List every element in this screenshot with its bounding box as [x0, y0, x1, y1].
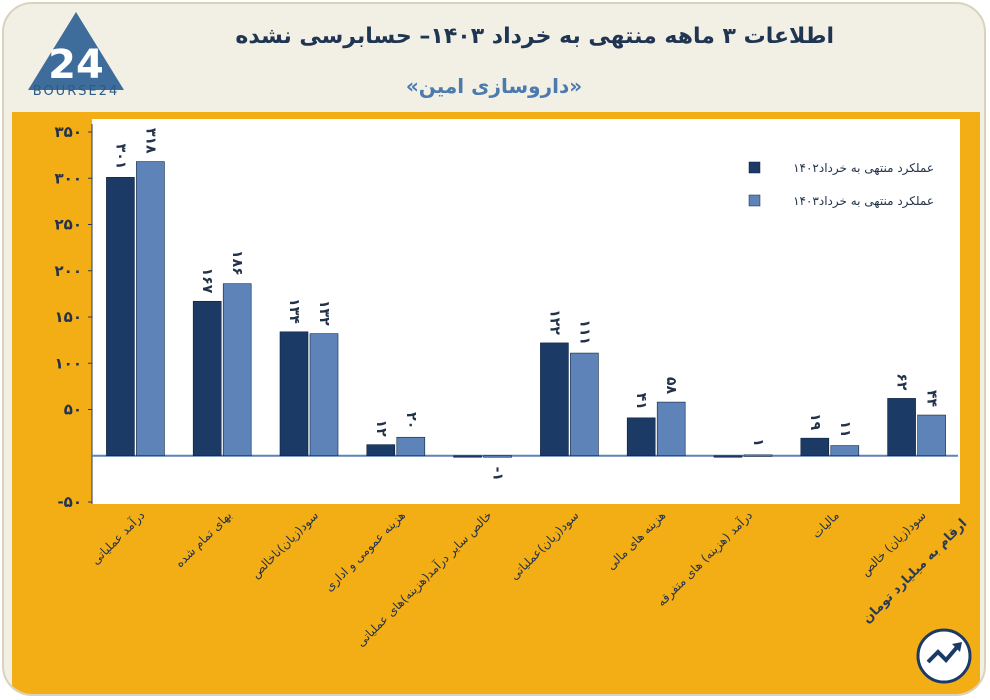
data-label: ۱۱۱	[576, 319, 592, 345]
x-tick-label: سود(زیان)عملیاتی	[507, 508, 582, 583]
data-label: ۱۲	[373, 420, 389, 438]
bar	[453, 455, 482, 458]
bar-chart: -۵۰ ۵۰ ۱۰۰ ۱۵۰ ۲۰۰ ۲۵۰ ۳۰۰ ۳۵۰ ۳۰۱ ۳۱۸ درآمد عملیا…	[55, 119, 960, 651]
bar	[917, 414, 946, 457]
chart-subtitle: «داروسازی امین»	[405, 74, 583, 98]
data-label: ۱۹	[807, 413, 823, 431]
legend-label: عملکرد منتهی به خرداد۱۴۰۳	[793, 194, 934, 209]
bar	[396, 436, 426, 457]
y-tick-label: ۱۰۰	[55, 354, 82, 372]
bar	[483, 455, 512, 458]
plot-area	[92, 119, 960, 504]
legend-swatch	[748, 194, 761, 207]
x-tick-label: هزینه های مالی	[604, 508, 669, 573]
data-label: ۳۱۸	[142, 128, 158, 154]
x-tick-label: درآمد عملیاتی	[88, 508, 149, 569]
x-tick-label: خالص سایر درآمد(هزینه)های عملیاتی	[353, 508, 496, 651]
data-label: ۱۳۴	[286, 298, 302, 324]
data-label: ۳۰۱	[112, 144, 128, 170]
y-tick-label: ۲۵۰	[55, 216, 82, 234]
bar	[743, 454, 773, 457]
x-tick-label: هزینه عمومی و اداری	[322, 508, 409, 595]
bar	[887, 398, 916, 457]
logo-text: BOURSE24	[32, 84, 120, 99]
data-label: ۶۲	[894, 373, 910, 391]
bar	[136, 161, 165, 457]
data-label: -۱	[490, 467, 506, 481]
bar	[800, 437, 830, 457]
bar	[656, 401, 686, 457]
bar	[106, 177, 135, 457]
data-label: ۱	[750, 438, 766, 447]
chart-title: اطلاعات ۳ ماهه منتهی به خرداد ۱۴۰۳– حساب…	[235, 24, 834, 49]
data-label: ۱۸۶	[229, 250, 245, 276]
trend-arrow-icon	[916, 628, 972, 684]
y-tick-label: -۵۰	[57, 493, 82, 511]
y-tick-label: ۲۰۰	[55, 262, 82, 280]
bar	[309, 333, 339, 457]
data-label: ۴۱	[633, 393, 649, 410]
x-tick-label: درآمد (هزینه) های متفرقه	[654, 508, 756, 610]
data-label: ۵۸	[663, 377, 679, 395]
y-tick-label: ۳۰۰	[55, 169, 82, 187]
legend-swatch	[748, 161, 761, 174]
bar	[713, 455, 743, 458]
data-label: ۱۶۷	[199, 268, 215, 294]
data-label: ۱۳۲	[316, 300, 332, 326]
bourse24-logo: 24	[28, 12, 124, 90]
data-label: ۱۲۲	[546, 309, 562, 335]
bar	[626, 417, 656, 457]
bar	[830, 445, 860, 457]
bar	[570, 352, 599, 457]
legend-label: عملکرد منتهی به خرداد۱۴۰۲	[793, 161, 934, 176]
y-tick-label: ۵۰	[64, 401, 82, 419]
bar	[279, 331, 309, 457]
x-tick-label: مالیات	[809, 508, 842, 541]
x-tick-label: بهای تمام شده	[172, 508, 234, 570]
bar	[192, 300, 222, 457]
x-tick-label: سود(زیان)ناخالص	[248, 508, 322, 582]
y-tick-label: ۱۵۰	[55, 308, 82, 326]
y-tick-label: ۳۵۰	[55, 123, 82, 141]
bar	[540, 342, 569, 457]
svg-text:24: 24	[48, 42, 104, 88]
data-label: ۲۰	[403, 412, 419, 429]
bar	[366, 444, 396, 457]
data-label: ۴۴	[924, 390, 940, 408]
bar	[222, 283, 252, 457]
data-label: ۱۱	[837, 420, 853, 437]
